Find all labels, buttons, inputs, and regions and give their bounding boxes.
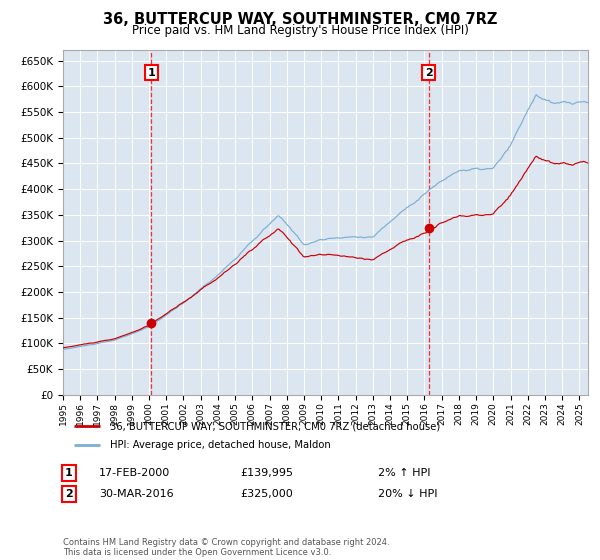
Text: 2% ↑ HPI: 2% ↑ HPI (378, 468, 431, 478)
Text: Price paid vs. HM Land Registry's House Price Index (HPI): Price paid vs. HM Land Registry's House … (131, 24, 469, 37)
Text: HPI: Average price, detached house, Maldon: HPI: Average price, detached house, Mald… (110, 440, 331, 450)
Text: Contains HM Land Registry data © Crown copyright and database right 2024.
This d: Contains HM Land Registry data © Crown c… (63, 538, 389, 557)
Text: £325,000: £325,000 (240, 489, 293, 499)
Text: 2: 2 (425, 68, 433, 77)
Text: 20% ↓ HPI: 20% ↓ HPI (378, 489, 437, 499)
Text: 1: 1 (148, 68, 155, 77)
Text: 36, BUTTERCUP WAY, SOUTHMINSTER, CM0 7RZ (detached house): 36, BUTTERCUP WAY, SOUTHMINSTER, CM0 7RZ… (110, 421, 440, 431)
Text: 36, BUTTERCUP WAY, SOUTHMINSTER, CM0 7RZ: 36, BUTTERCUP WAY, SOUTHMINSTER, CM0 7RZ (103, 12, 497, 27)
Text: 1: 1 (65, 468, 73, 478)
Text: 2: 2 (65, 489, 73, 499)
Text: 30-MAR-2016: 30-MAR-2016 (99, 489, 173, 499)
Text: 17-FEB-2000: 17-FEB-2000 (99, 468, 170, 478)
Text: £139,995: £139,995 (240, 468, 293, 478)
